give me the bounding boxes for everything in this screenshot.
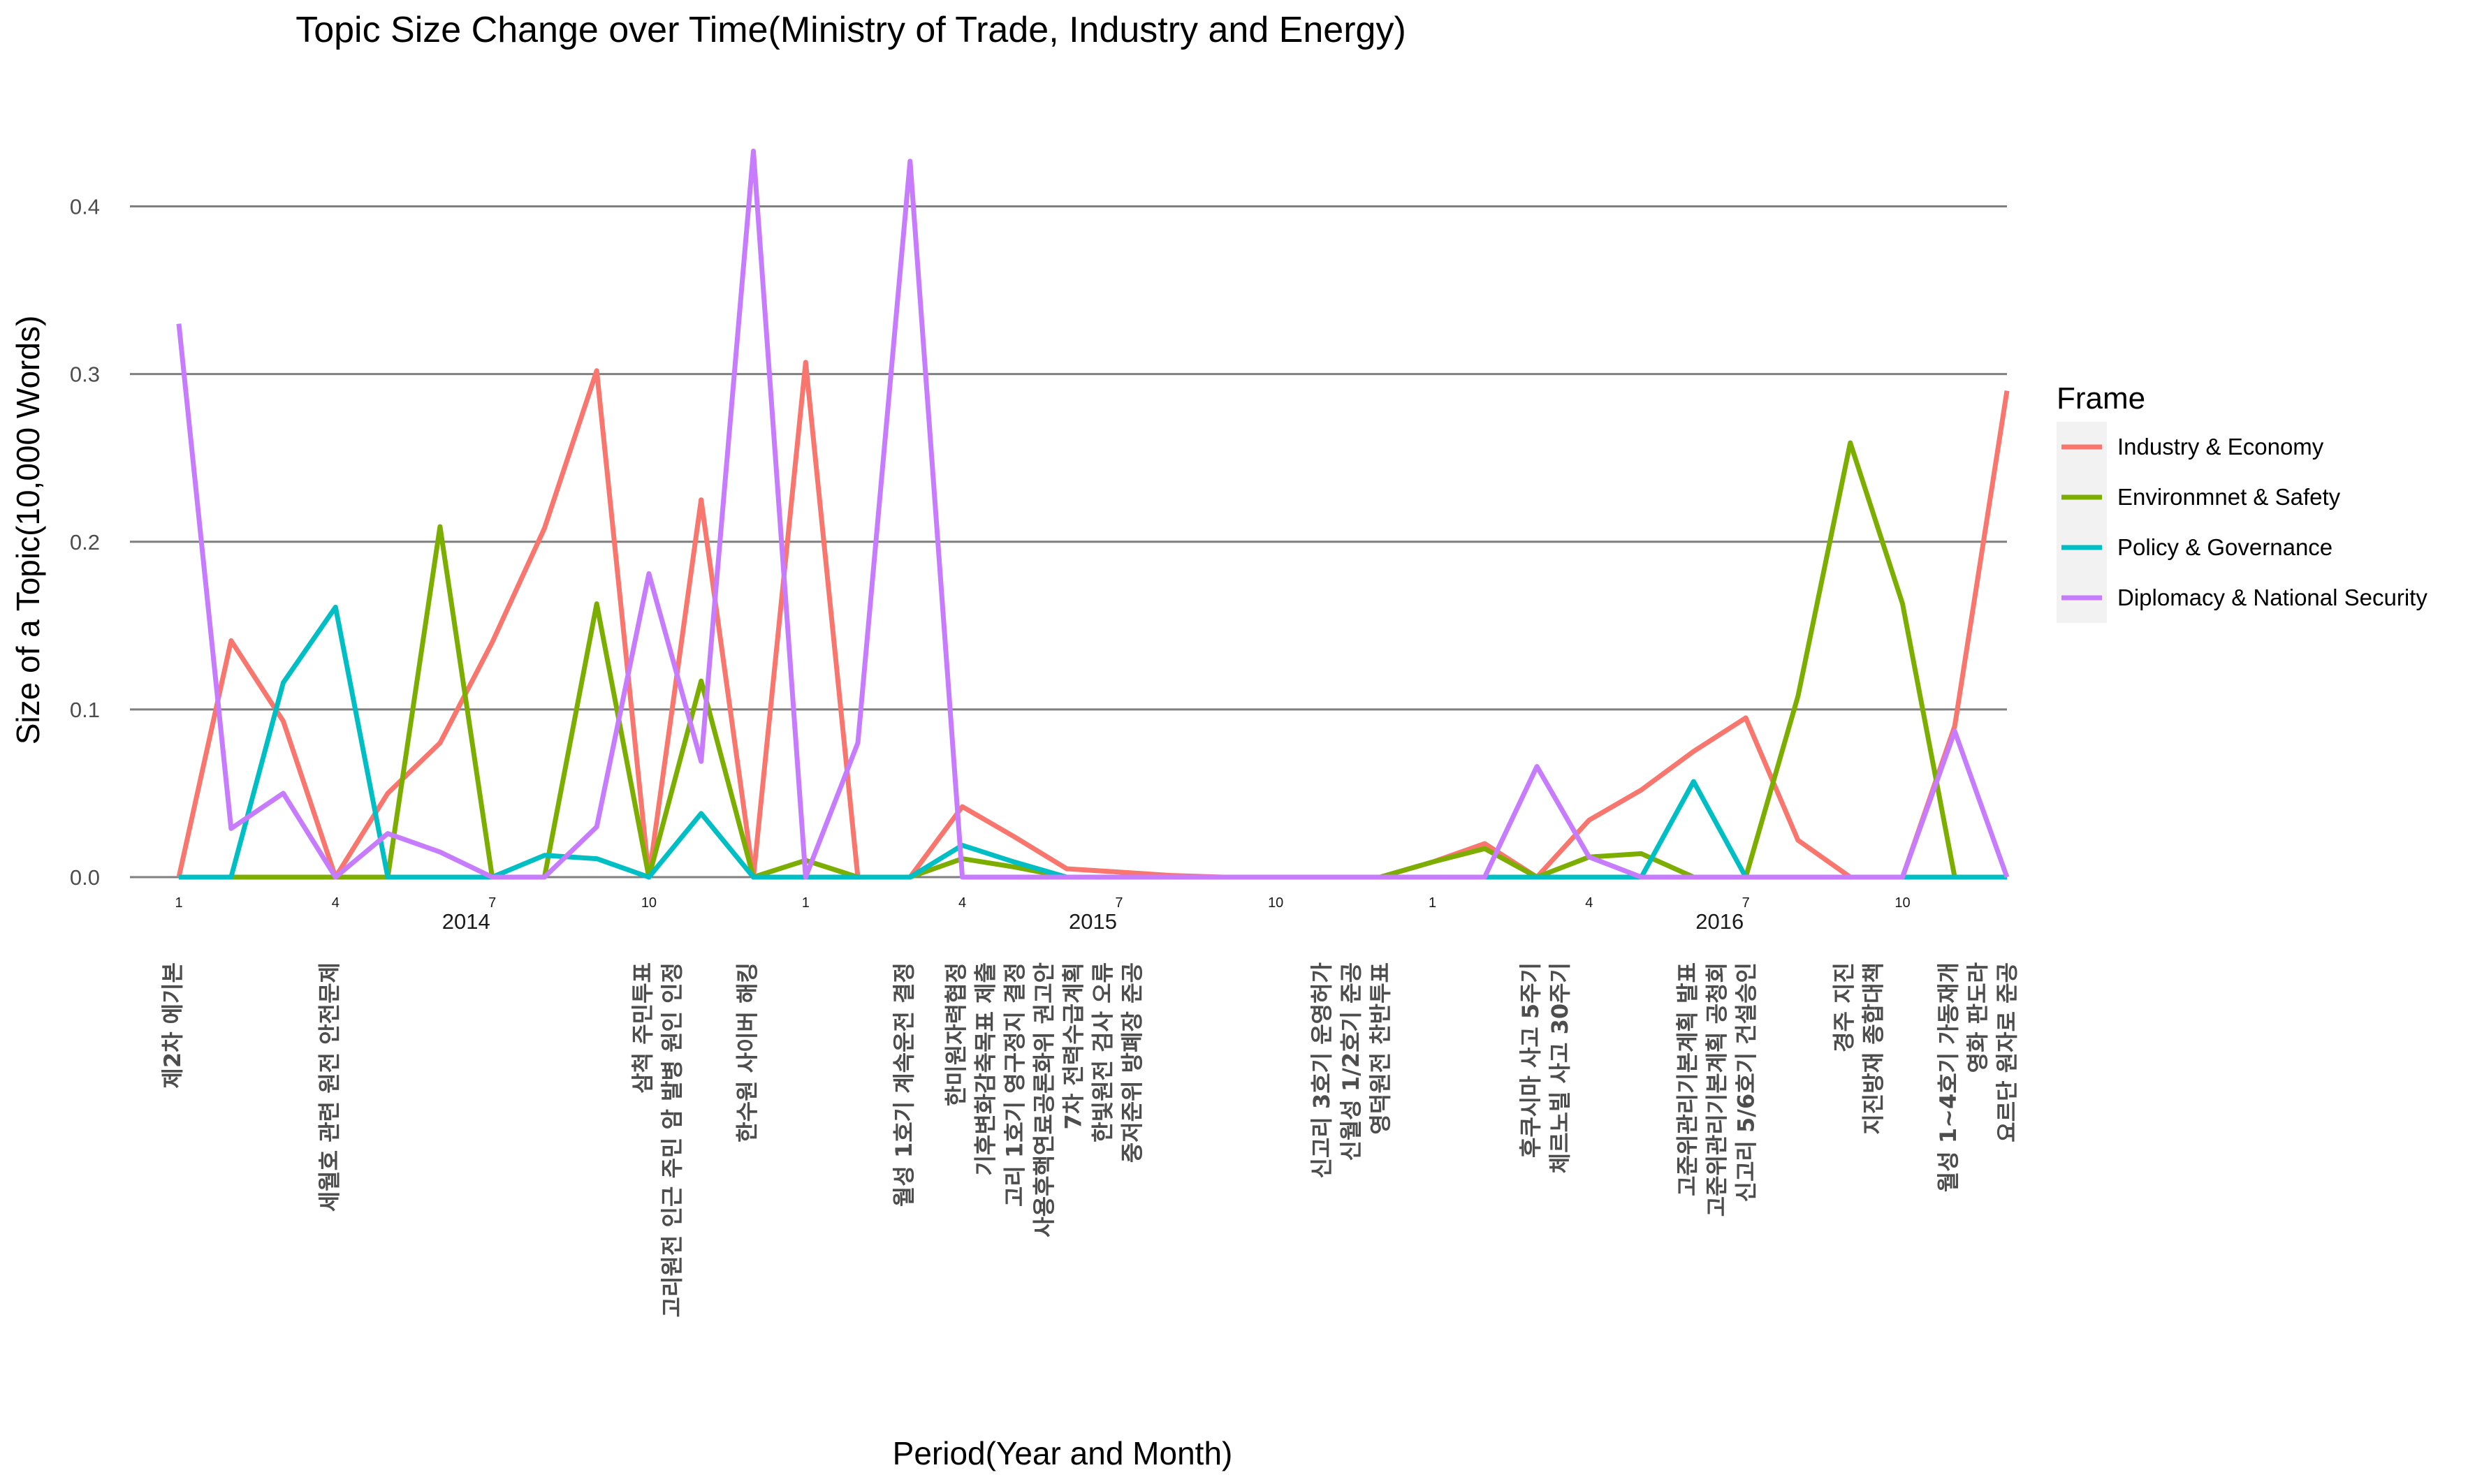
event-annotation-label: 한빛원전 검사 오류 (1090, 962, 1116, 1143)
series-line-industry-economy (176, 360, 2010, 880)
y-tick-label: 0.1 (70, 698, 100, 722)
event-annotation-label: 요르단 원자로 준공 (1994, 962, 2020, 1143)
legend-items: Industry & Economy Environmnet & Safety Po… (2057, 422, 2427, 623)
event-annotation-label: 한미원자력협정 (943, 962, 970, 1106)
event-annotation-label: 사용후핵연료공론화위 권고안 (1031, 962, 1058, 1237)
event-annotation-label: 경주 지진 (1831, 962, 1857, 1052)
event-annotations: 제2차 에기본 세월호 관련 원전 안전문제 삼척 주민투표 고리원전 인근 주민 암… (159, 962, 2020, 1317)
x-month-tick-label: 7 (1742, 895, 1750, 911)
legend-label: Policy & Governance (2117, 534, 2332, 560)
legend-label: Industry & Economy (2117, 434, 2324, 460)
event-annotation-label: 삼척 주민투표 (629, 962, 656, 1094)
y-tick-label: 0.0 (70, 865, 100, 890)
event-annotation-label: 후쿠시마 사고 5주기 (1517, 962, 1544, 1158)
event-annotation-label: 세월호 관련 원전 안전문제 (316, 962, 342, 1212)
x-month-tick-label: 10 (1894, 895, 1910, 911)
event-annotation-label: 7차 전력수급계획 (1060, 962, 1087, 1130)
event-annotation-label: 영덕원전 찬반투표 (1367, 962, 1394, 1135)
chart-title: Topic Size Change over Time(Ministry of … (295, 10, 1406, 50)
series-line-diplomacy-national-security (176, 148, 2010, 880)
x-year-label: 2014 (442, 909, 490, 934)
x-month-tick-label: 7 (488, 895, 496, 911)
event-annotation-label: 영화 판도라 (1964, 962, 1991, 1073)
x-month-tick-label: 1 (175, 895, 182, 911)
event-annotation-label: 기후변화감축목표 제출 (972, 962, 999, 1176)
x-month-tick-label: 7 (1115, 895, 1123, 911)
series-lines (176, 148, 2010, 880)
x-month-tick-label: 4 (1585, 895, 1593, 911)
event-annotation-label: 월성 1호기 계속운전 결정 (891, 962, 917, 1207)
event-annotation-label: 고리 1호기 영구정지 결정 (1002, 962, 1028, 1207)
legend-label: Environmnet & Safety (2117, 484, 2341, 510)
event-annotation-label: 지진방재 종합대책 (1860, 962, 1887, 1135)
gridlines (130, 205, 2007, 879)
series-line-environmnet-safety (179, 440, 2007, 880)
event-annotation-label: 고리원전 인근 주민 암 발병 원인 인정 (659, 962, 685, 1317)
event-annotation-label: 신월성 1/2호기 준공 (1338, 962, 1364, 1161)
x-month-tick-label: 4 (332, 895, 340, 911)
x-month-tick-label: 1 (1429, 895, 1436, 911)
x-month-tick-label: 1 (802, 895, 810, 911)
event-annotation-label: 월성 1~4호기 가동재개 (1935, 962, 1962, 1192)
event-annotation-label: 체르노빌 사고 30주기 (1547, 962, 1573, 1173)
event-annotation-label: 신고리 5/6호기 건설승인 (1732, 962, 1759, 1202)
y-tick-label: 0.4 (70, 195, 100, 219)
legend-title: Frame (2057, 381, 2145, 416)
x-year-label: 2016 (1695, 909, 1744, 934)
y-axis-ticks: 0.0 0.1 0.2 0.3 0.4 (70, 195, 100, 890)
event-annotation-label: 신고리 3호기 운영허가 (1308, 962, 1335, 1179)
x-month-tick-label: 10 (641, 895, 657, 911)
event-annotation-label: 한수원 사이버 해킹 (734, 962, 761, 1143)
event-annotation-label: 중저준위 방폐장 준공 (1119, 962, 1146, 1163)
x-year-label: 2015 (1069, 909, 1117, 934)
x-month-tick-label: 10 (1268, 895, 1283, 911)
series-line-policy-governance (179, 604, 2007, 880)
event-annotation-label: 고준위관리기본계획 발표 (1674, 962, 1700, 1196)
x-axis-ticks: 1 4 7 10 1 4 7 10 1 4 7 10 2014 2015 2016 (175, 895, 1910, 934)
legend: Frame Industry & Economy Environmnet & Sa… (2057, 381, 2427, 623)
y-axis-title: Size of a Topic(10,000 Words) (10, 316, 46, 745)
x-axis-title: Period(Year and Month) (893, 1435, 1233, 1471)
y-tick-label: 0.2 (70, 530, 100, 554)
x-month-tick-label: 4 (958, 895, 966, 911)
legend-label: Diplomacy & National Security (2117, 585, 2427, 610)
event-annotation-label: 고준위관리기본계획 공청회 (1703, 962, 1730, 1217)
event-annotation-label: 제2차 에기본 (159, 962, 186, 1089)
y-tick-label: 0.3 (70, 362, 100, 387)
